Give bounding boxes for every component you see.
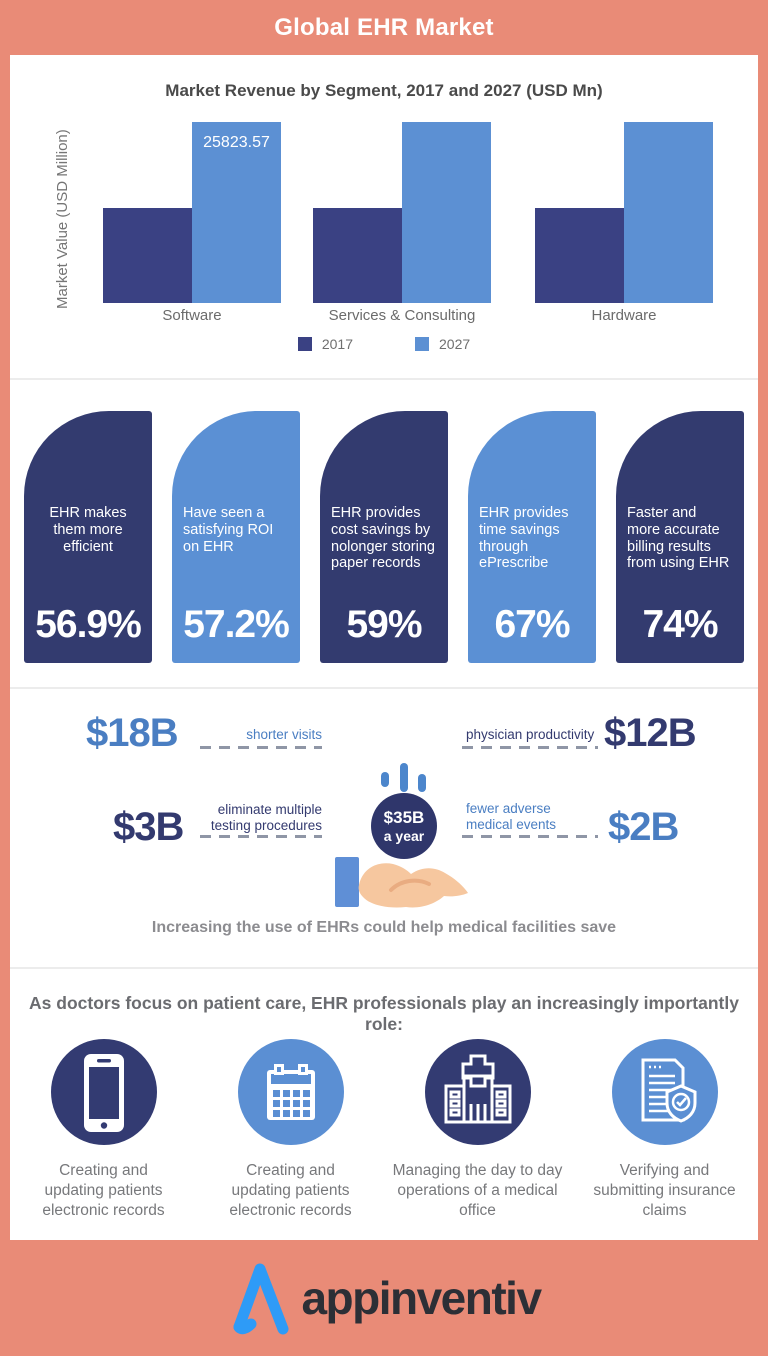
page-title: Global EHR Market xyxy=(274,13,494,41)
stat-label: Faster and more accurate billing results… xyxy=(627,505,730,572)
insurance-claim-icon xyxy=(611,1039,718,1145)
role-label: Managing the day to day operations of a … xyxy=(392,1162,563,1220)
stat-value: 59% xyxy=(346,603,422,646)
savings-label-physician-productivity: physician productivity xyxy=(466,727,595,742)
open-hand-icon xyxy=(335,857,468,908)
role-item: Verifying and submitting insurance claim… xyxy=(571,1039,758,1221)
bar-group-hardware xyxy=(535,122,713,303)
stat-pill: EHR makes them more efficient 56.9% xyxy=(24,411,152,663)
bar-data-label: 25823.57 xyxy=(203,134,270,151)
bar-group-software: 25823.57 xyxy=(103,122,281,303)
bar-software-2027: 25823.57 xyxy=(192,122,281,303)
role-label: Creating and updating patients electroni… xyxy=(229,1162,352,1220)
role-item: Creating and updating patients electroni… xyxy=(197,1039,384,1221)
brand-name: appinventiv xyxy=(301,1272,542,1324)
role-item: Creating and updating patients electroni… xyxy=(10,1039,197,1221)
legend-label-2017: 2017 xyxy=(321,336,353,352)
stat-label: Have seen a satisfying ROI on EHR xyxy=(183,505,274,555)
savings-amount-physician-productivity: $12B xyxy=(604,711,697,755)
savings-caption: Increasing the use of EHRs could help me… xyxy=(151,919,617,936)
roles-section: As doctors focus on patient care, EHR pr… xyxy=(10,967,758,1240)
money-bars-icon xyxy=(381,772,389,787)
savings-amount-fewer-adverse-events: $2B xyxy=(608,805,679,849)
chart-section: Market Revenue by Segment, 2017 and 2027… xyxy=(10,55,758,378)
stat-pill: EHR provides cost savings by nolonger st… xyxy=(320,411,448,663)
bar-services-2027 xyxy=(402,122,491,303)
smartphone-icon xyxy=(50,1039,157,1145)
total-savings-amount: $35B xyxy=(383,808,425,827)
bar-software-2017 xyxy=(103,208,192,303)
savings-amount-shorter-visits: $18B xyxy=(86,711,179,755)
role-label: Verifying and submitting insurance claim… xyxy=(593,1162,736,1220)
content-card: Market Revenue by Segment, 2017 and 2027… xyxy=(10,55,758,1240)
dashed-connector xyxy=(200,746,322,749)
stat-label: EHR provides cost savings by nolonger st… xyxy=(331,505,435,572)
category-software: Software xyxy=(162,307,222,324)
stat-pill: Faster and more accurate billing results… xyxy=(616,411,744,663)
legend-label-2027: 2027 xyxy=(439,336,471,352)
y-axis-label: Market Value (USD Million) xyxy=(54,129,71,310)
category-services: Services & Consulting xyxy=(328,307,476,324)
bar-group-services xyxy=(313,122,491,303)
dashed-connector xyxy=(462,746,598,749)
savings-section: $18B shorter visits physician productivi… xyxy=(10,687,758,967)
stat-label: EHR makes them more efficient xyxy=(49,505,127,555)
savings-amount-eliminate-testing: $3B xyxy=(113,805,184,849)
chart-title: Market Revenue by Segment, 2017 and 2027… xyxy=(165,81,603,100)
stat-pill: EHR provides time savings through ePresc… xyxy=(468,411,596,663)
chart-legend: 2017 2027 xyxy=(10,336,758,352)
bar-hardware-2027 xyxy=(624,122,713,303)
appinventiv-logo-icon xyxy=(233,1263,289,1335)
footer: appinventiv xyxy=(0,1240,768,1356)
header: Global EHR Market xyxy=(0,0,768,55)
role-item: Managing the day to day operations of a … xyxy=(384,1039,571,1221)
role-label: Creating and updating patients electroni… xyxy=(42,1162,165,1220)
stat-pill: Have seen a satisfying ROI on EHR 57.2% xyxy=(172,411,300,663)
bar-services-2017 xyxy=(313,208,402,303)
dashed-connector xyxy=(462,835,598,838)
money-bars-icon xyxy=(418,774,426,792)
roles-heading: As doctors focus on patient care, EHR pr… xyxy=(29,993,739,1034)
legend-swatch-2017 xyxy=(297,337,312,351)
total-savings-badge: $35B a year xyxy=(371,793,437,859)
bar-chart: Market Value (USD Million) 25823.57 xyxy=(10,122,758,309)
stat-label: EHR provides time savings through ePresc… xyxy=(479,505,569,572)
roles-row: Creating and updating patients electroni… xyxy=(10,1039,758,1221)
savings-label-shorter-visits: shorter visits xyxy=(246,727,322,742)
total-savings-period: a year xyxy=(383,828,425,844)
legend-item-2027: 2027 xyxy=(415,336,470,352)
stat-value: 56.9% xyxy=(35,603,142,646)
bar-hardware-2017 xyxy=(535,208,624,303)
legend-item-2017: 2017 xyxy=(297,336,353,352)
stat-value: 57.2% xyxy=(183,603,290,646)
stat-value: 67% xyxy=(494,603,570,646)
savings-label-eliminate-testing: eliminate multiple testing procedures xyxy=(210,802,322,833)
stat-pills-section: EHR makes them more efficient 56.9% Have… xyxy=(10,378,758,687)
legend-swatch-2027 xyxy=(415,337,429,351)
hospital-icon xyxy=(424,1039,531,1145)
money-bars-icon xyxy=(400,763,408,792)
category-hardware: Hardware xyxy=(591,307,657,324)
savings-label-fewer-adverse-events: fewer adverse medical events xyxy=(466,801,557,832)
stat-value: 74% xyxy=(642,603,718,646)
dashed-connector xyxy=(200,835,322,838)
calendar-icon xyxy=(237,1039,344,1145)
